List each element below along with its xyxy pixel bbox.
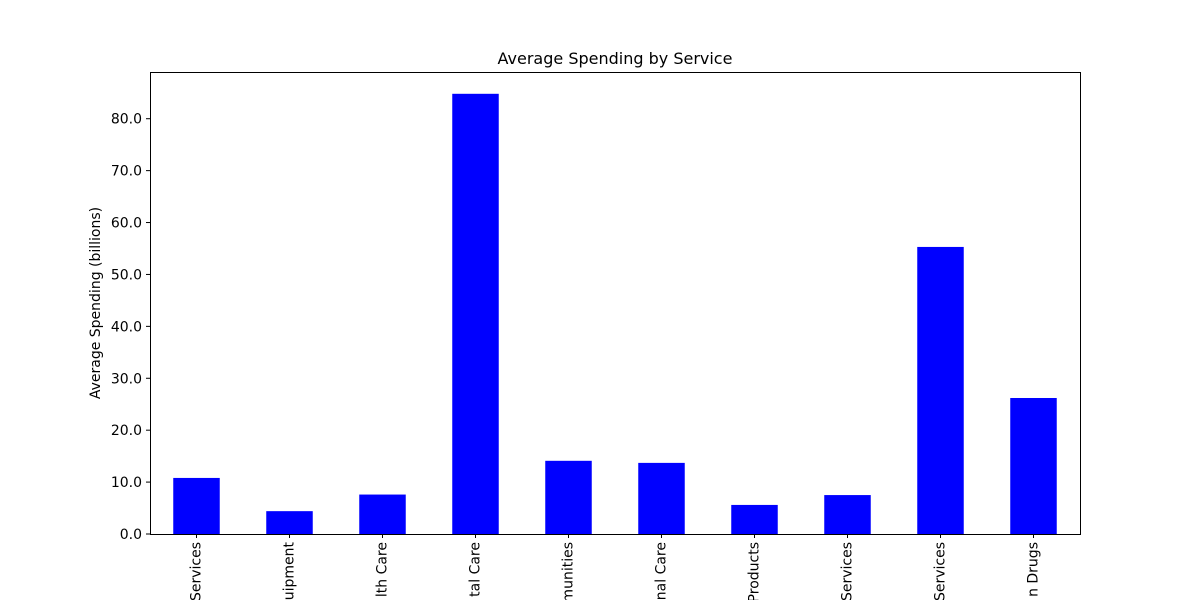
y-tick-label: 70.0 [111,164,142,180]
bar-5 [638,462,685,534]
x-tick-label: nal Care [654,542,670,600]
bar-4 [545,460,592,534]
x-tick-label: n Drugs [1026,542,1042,597]
y-tick-label: 40.0 [111,319,142,335]
bar-2 [359,494,406,534]
x-tick-label: uipment [282,541,298,600]
x-tick-label: Services [840,542,856,600]
y-axis: 0.0 10.0 20.0 30.0 40.0 50.0 60.0 70.0 80.0 [111,112,150,543]
bar-6 [731,504,778,534]
bar-8 [917,246,964,534]
bars-group [173,93,1057,534]
bar-9 [1010,397,1057,534]
bar-7 [824,495,871,534]
x-tick-label: tal Care [468,542,484,597]
y-tick-label: 20.0 [111,423,142,439]
y-tick-label: 50.0 [111,267,142,283]
y-axis-label: Average Spending (billions) [88,207,104,399]
bar-0 [173,477,220,534]
bar-1 [266,511,313,534]
y-tick-label: 0.0 [120,527,142,543]
plot-frame [150,72,1081,535]
x-axis: Services uipment lth Care tal Care munities n… [189,534,1042,600]
chart-title: Average Spending by Service [498,49,733,68]
x-tick-label: Services [189,542,205,600]
x-tick-label: lth Care [375,542,391,597]
y-tick-label: 80.0 [111,112,142,128]
bar-3 [452,93,499,534]
x-tick-label: munities [561,542,577,600]
y-tick-label: 60.0 [111,216,142,232]
x-tick-label: Services [933,542,949,600]
x-tick-label: Products [747,542,763,600]
y-tick-label: 10.0 [111,475,142,491]
y-tick-label: 30.0 [111,371,142,387]
